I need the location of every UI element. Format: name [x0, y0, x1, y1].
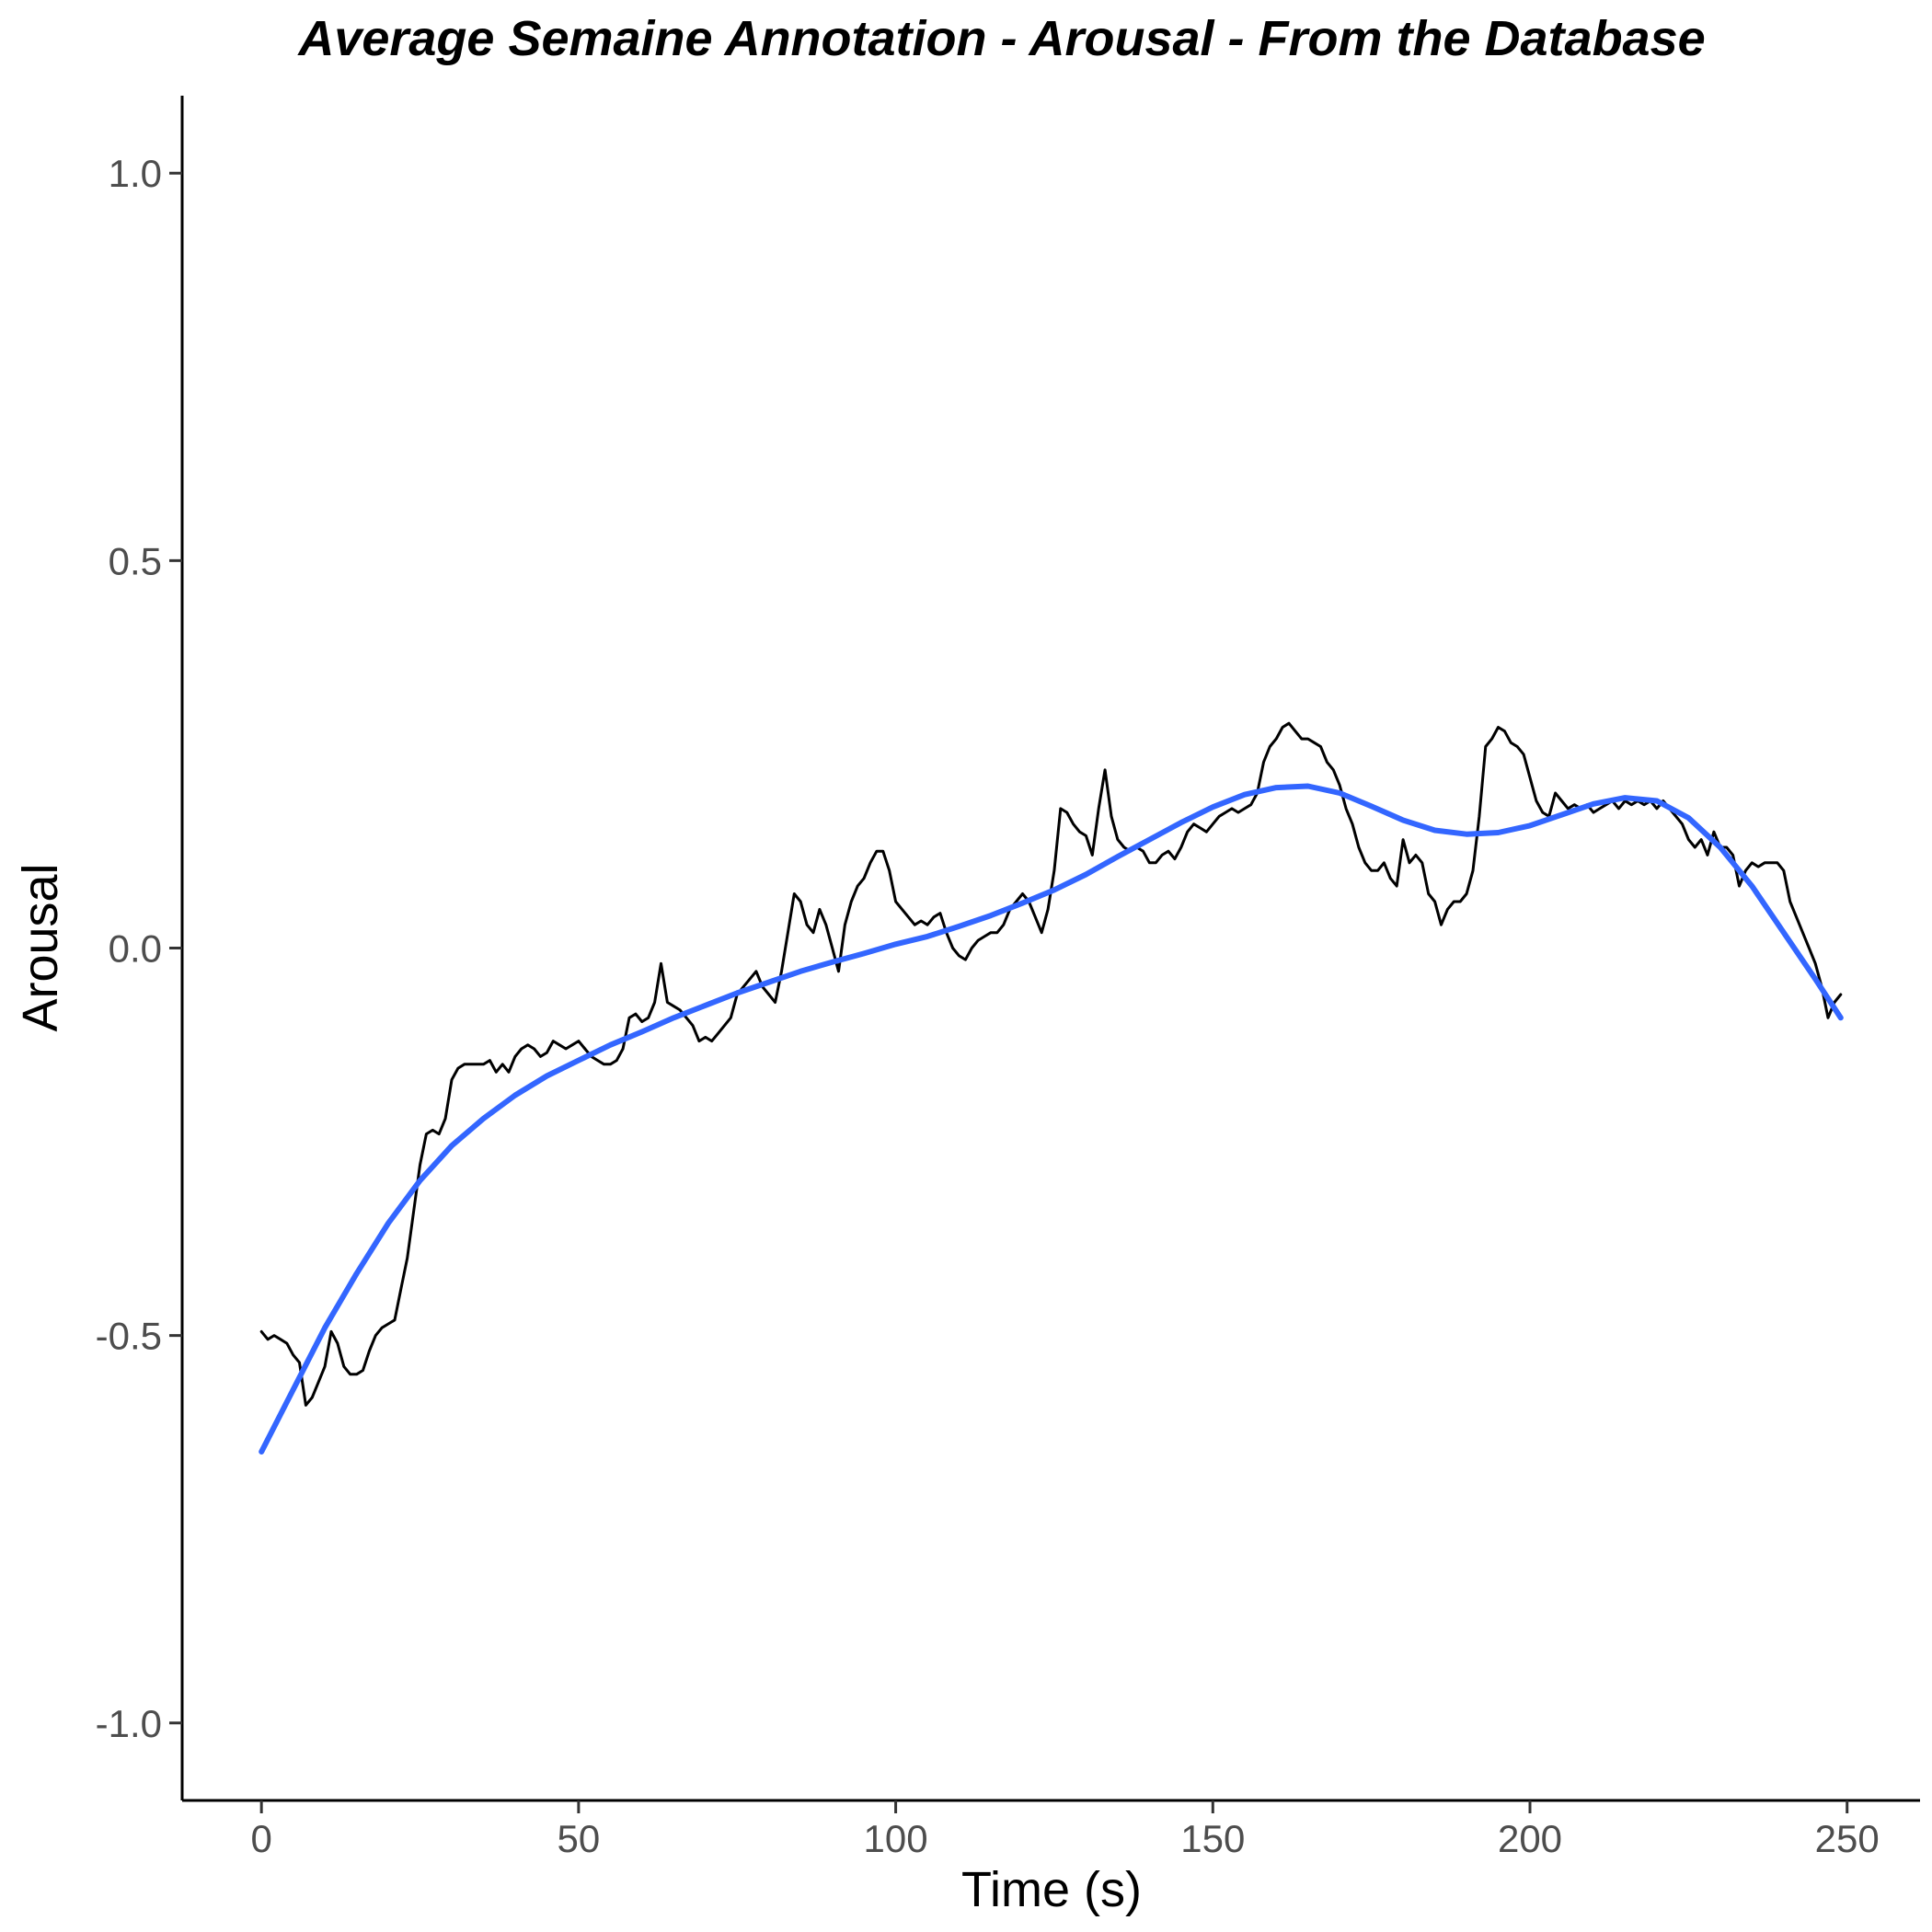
x-tick-label: 100: [864, 1817, 928, 1860]
y-tick-label: -1.0: [96, 1702, 162, 1745]
x-axis-label: Time (s): [961, 1862, 1142, 1917]
y-tick-label: -0.5: [96, 1315, 162, 1358]
y-tick-label: 0.5: [109, 539, 162, 582]
chart-title: Average Semaine Annotation - Arousal - F…: [296, 11, 1705, 66]
y-axis-label: Arousal: [13, 863, 68, 1031]
y-axis-ticks: -1.0 -0.5 0.0 0.5 1.0: [96, 152, 182, 1745]
y-tick-label: 1.0: [109, 152, 162, 195]
smoothed-trend-line: [259, 783, 1844, 1455]
x-tick-label: 250: [1815, 1817, 1880, 1860]
plot-area: [259, 721, 1844, 1455]
x-tick-label: 150: [1180, 1817, 1245, 1860]
y-tick-label: 0.0: [109, 927, 162, 971]
x-tick-label: 0: [250, 1817, 271, 1860]
x-axis-ticks: 0 50 100 150 200 250: [250, 1800, 1880, 1860]
series-layer: [259, 721, 1844, 1455]
x-tick-label: 50: [558, 1817, 601, 1860]
x-tick-label: 200: [1498, 1817, 1562, 1860]
